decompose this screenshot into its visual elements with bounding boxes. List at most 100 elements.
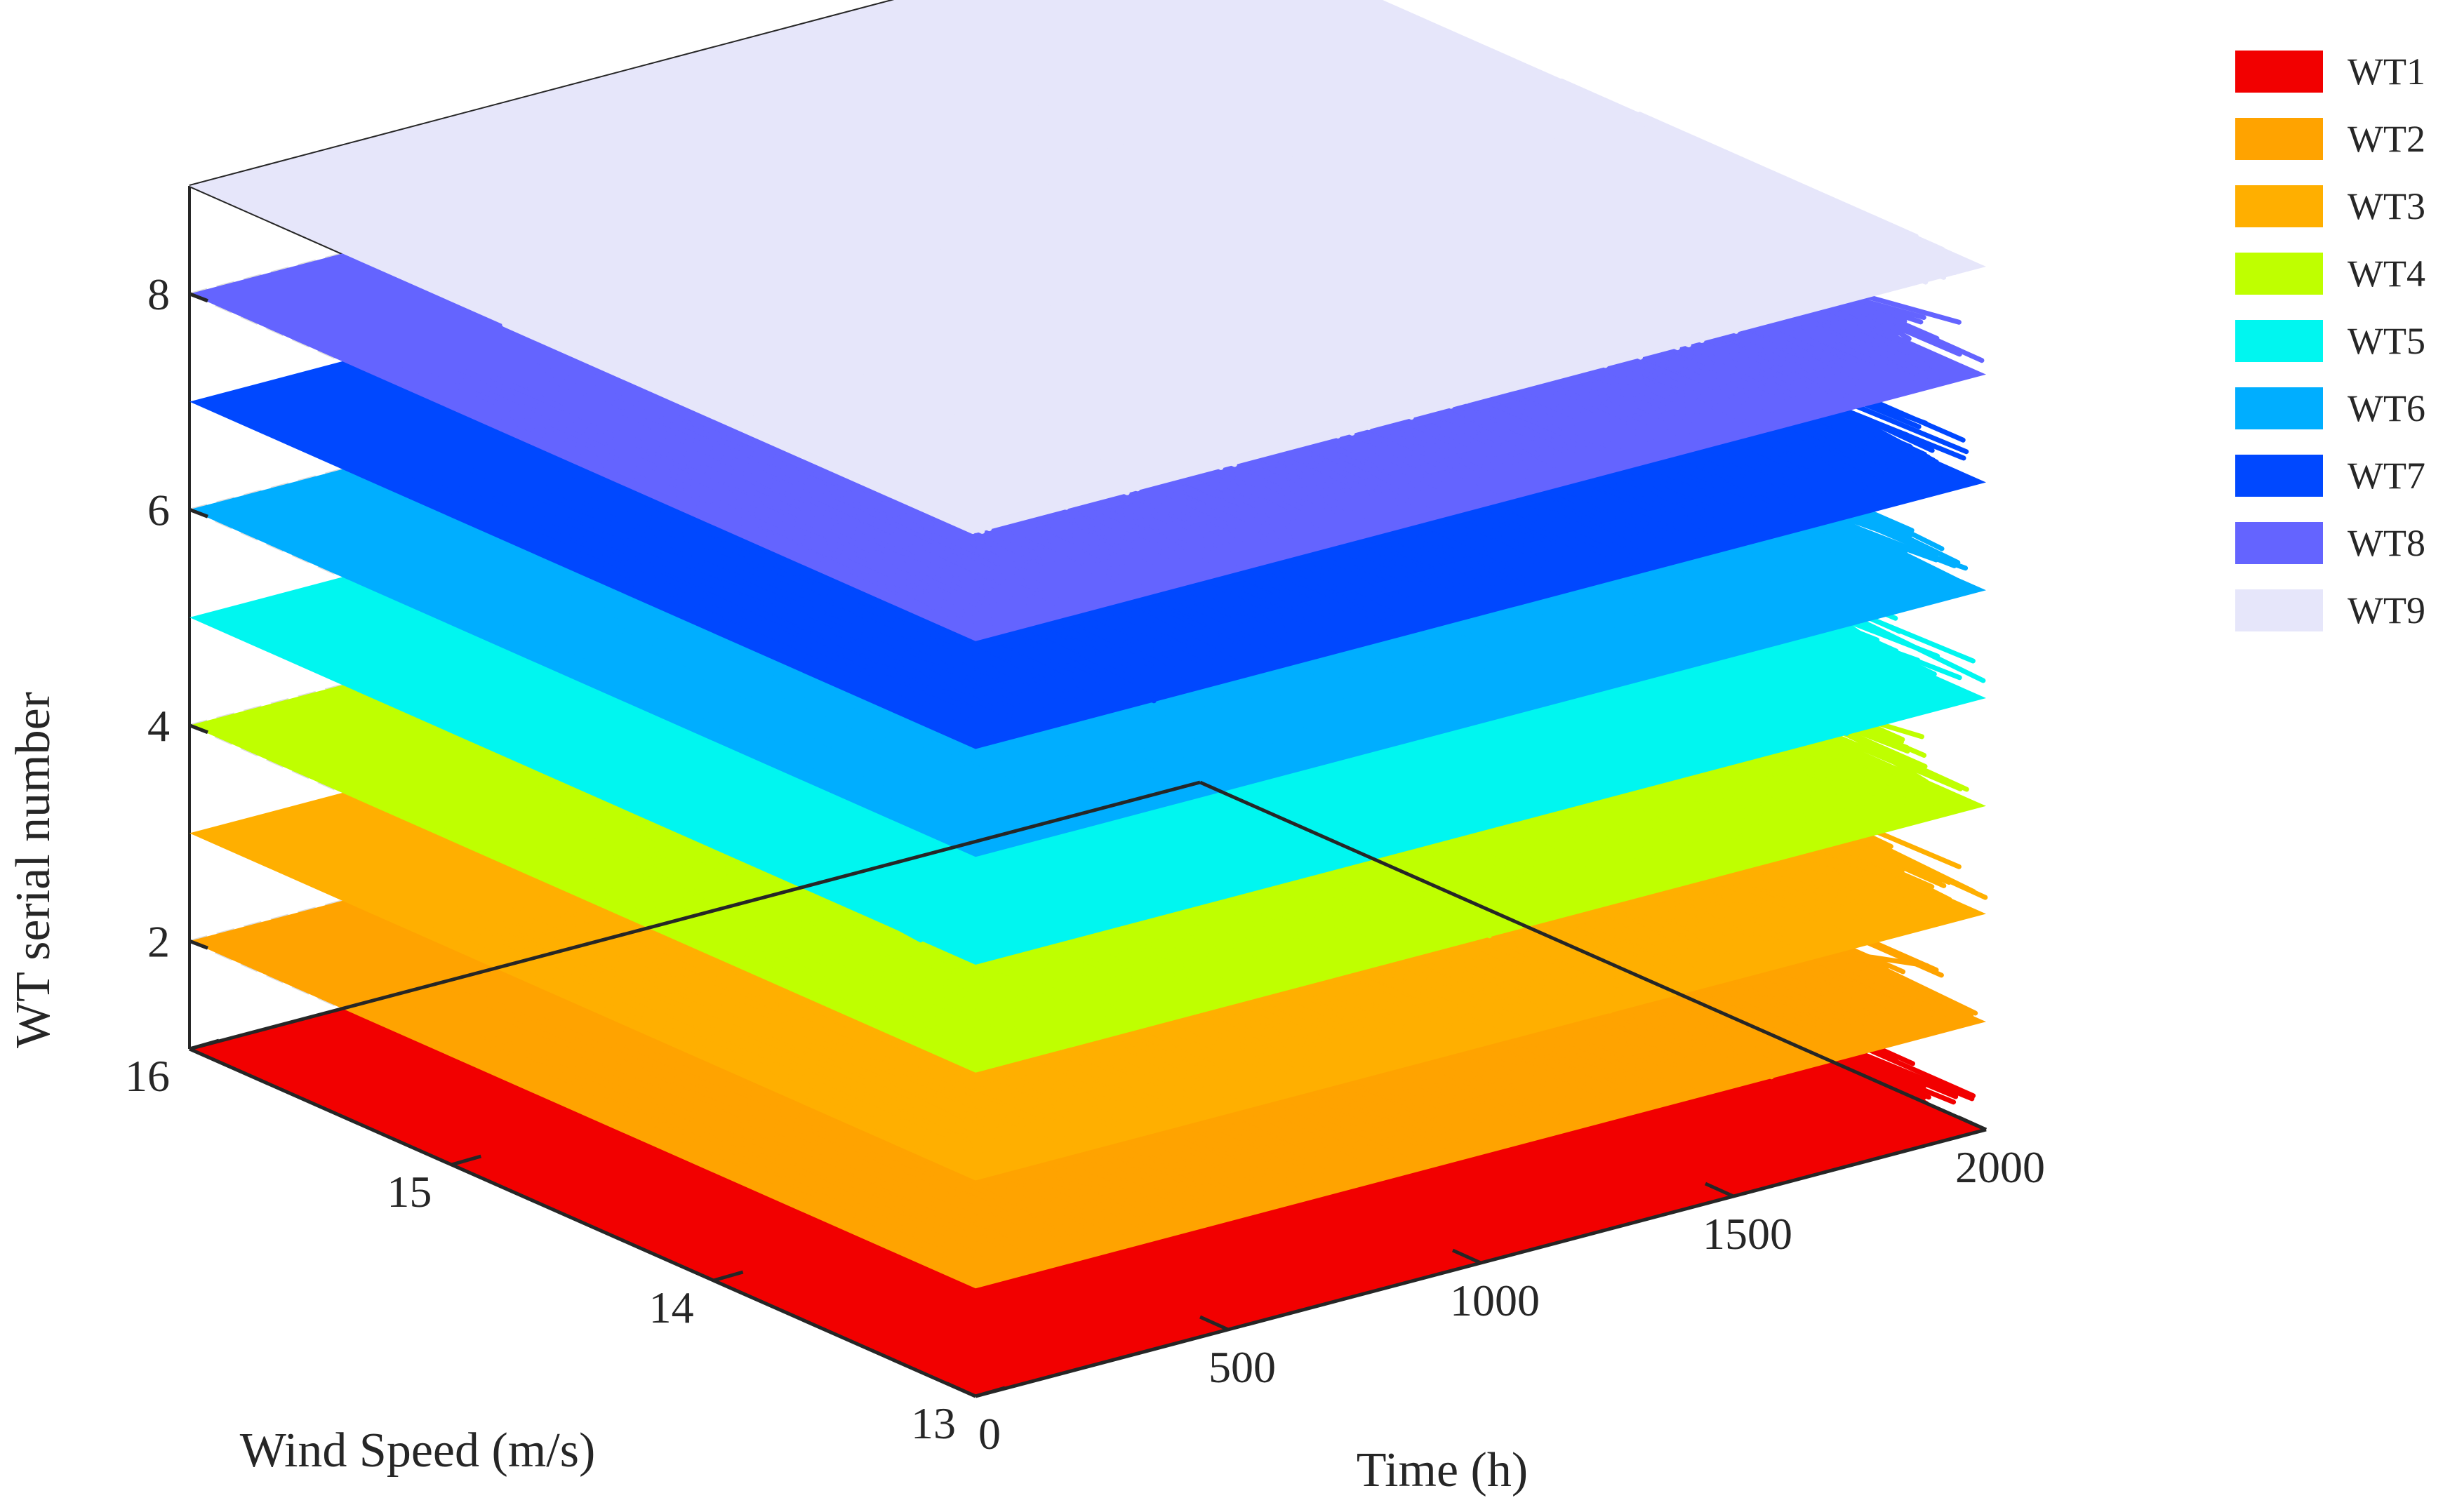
series-mark bbox=[480, 922, 952, 1128]
series-mark bbox=[765, 1273, 941, 1365]
series-mark bbox=[483, 1117, 967, 1352]
z-tick bbox=[189, 507, 208, 519]
series-mark bbox=[626, 1224, 914, 1337]
x-axis-label: Time (h) bbox=[1357, 1443, 1528, 1497]
series-mark bbox=[792, 940, 963, 1036]
series-mark bbox=[768, 464, 1022, 562]
series-mark bbox=[812, 525, 952, 601]
legend-label-wt1: WT1 bbox=[2348, 51, 2425, 93]
x-tick bbox=[946, 1381, 977, 1398]
series-mark bbox=[720, 1104, 1018, 1238]
legend-swatch-wt8 bbox=[2235, 522, 2323, 564]
y-axis-label: Wind Speed (m/s) bbox=[240, 1424, 596, 1478]
series-mark bbox=[851, 955, 1031, 1043]
legend-swatch-wt3 bbox=[2235, 185, 2323, 227]
legend-label-wt3: WT3 bbox=[2348, 185, 2425, 227]
series-mark bbox=[660, 417, 1033, 596]
series-mark bbox=[637, 765, 943, 911]
series-mark bbox=[675, 817, 964, 942]
legend-swatch-wt6 bbox=[2235, 387, 2323, 429]
y-tick bbox=[189, 1038, 220, 1051]
series-mark bbox=[675, 441, 980, 601]
legend-label-wt2: WT2 bbox=[2348, 118, 2425, 160]
series-mark bbox=[1421, 1154, 1574, 1224]
y-tick bbox=[712, 1270, 744, 1283]
series-mark bbox=[564, 540, 927, 706]
y-tick bbox=[975, 1386, 1006, 1398]
legend-swatch-wt2 bbox=[2235, 118, 2323, 160]
series-mark bbox=[427, 821, 935, 1048]
x-tick-label: 1500 bbox=[1703, 1209, 1792, 1259]
series-wt9 bbox=[189, 0, 1986, 535]
series-mark bbox=[527, 617, 977, 816]
data-ribbons bbox=[189, 0, 1988, 1396]
series-mark bbox=[690, 661, 1049, 821]
series-mark bbox=[783, 530, 993, 629]
series-mark bbox=[1457, 394, 1587, 450]
series-mark bbox=[708, 660, 1067, 823]
series-mark bbox=[690, 439, 978, 584]
legend-label-wt5: WT5 bbox=[2348, 320, 2425, 362]
z-tick-label: 8 bbox=[147, 269, 170, 319]
series-mark bbox=[785, 543, 982, 626]
x-tick-label: 2000 bbox=[1955, 1142, 2045, 1192]
series-mark bbox=[532, 488, 980, 651]
y-tick-label: 16 bbox=[125, 1051, 170, 1101]
legend-label-wt9: WT9 bbox=[2348, 589, 2425, 631]
x-tick-label: 500 bbox=[1208, 1342, 1276, 1392]
series-mark bbox=[536, 1156, 998, 1374]
series-mark bbox=[1637, 112, 1919, 239]
series-mark bbox=[1351, 16, 1863, 245]
legend-label-wt7: WT7 bbox=[2348, 455, 2425, 497]
axis-box-edge bbox=[189, 780, 1201, 1051]
legend-swatch-wt9 bbox=[2235, 589, 2323, 631]
series-mark bbox=[763, 730, 928, 810]
axis-box-edge bbox=[1199, 780, 1987, 1132]
z-tick bbox=[189, 292, 208, 303]
series-mark bbox=[720, 554, 1053, 711]
x-tick bbox=[1957, 1115, 1987, 1132]
series-mark bbox=[633, 1148, 1032, 1326]
y-tick bbox=[451, 1154, 482, 1167]
x-tick bbox=[1451, 1248, 1482, 1265]
x-tick bbox=[1199, 1315, 1230, 1332]
axis-box-edge bbox=[188, 1047, 977, 1398]
series-mark bbox=[587, 1138, 1067, 1362]
legend-swatch-wt4 bbox=[2235, 253, 2323, 295]
series-mark bbox=[877, 1040, 1039, 1117]
series-mark bbox=[998, 1055, 1124, 1102]
series-mark bbox=[647, 1001, 973, 1149]
series-mark bbox=[870, 594, 1039, 670]
series-mark bbox=[1154, 595, 1282, 653]
x-tick-label: 0 bbox=[978, 1409, 1001, 1459]
series-mark bbox=[638, 618, 1060, 806]
z-tick-label: 4 bbox=[147, 701, 170, 751]
z-axis-label: WT serial number bbox=[6, 692, 60, 1048]
legend-label-wt4: WT4 bbox=[2348, 253, 2425, 295]
y-tick-label: 13 bbox=[911, 1398, 956, 1448]
series-mark bbox=[578, 1050, 1010, 1217]
series-mark bbox=[474, 367, 989, 598]
series-mark bbox=[739, 1247, 1011, 1360]
series-mark bbox=[1133, 479, 1260, 533]
series-mark bbox=[437, 592, 926, 818]
z-tick bbox=[189, 723, 208, 735]
z-tick bbox=[189, 939, 208, 950]
x-tick-label: 1000 bbox=[1450, 1276, 1540, 1325]
series-mark bbox=[605, 888, 960, 1050]
series-mark bbox=[1074, 930, 1208, 977]
x-tick bbox=[1704, 1182, 1735, 1198]
series-mark bbox=[1403, 1168, 1533, 1229]
series-mark bbox=[627, 559, 1000, 736]
series-mark bbox=[845, 1139, 1032, 1231]
series-mark bbox=[808, 1078, 946, 1144]
z-tick-label: 2 bbox=[147, 916, 170, 966]
legend-swatch-wt1 bbox=[2235, 51, 2323, 93]
series-mark bbox=[561, 645, 931, 797]
y-tick-label: 15 bbox=[387, 1167, 432, 1217]
series-mark bbox=[849, 819, 1014, 904]
legend-swatch-wt7 bbox=[2235, 455, 2323, 497]
